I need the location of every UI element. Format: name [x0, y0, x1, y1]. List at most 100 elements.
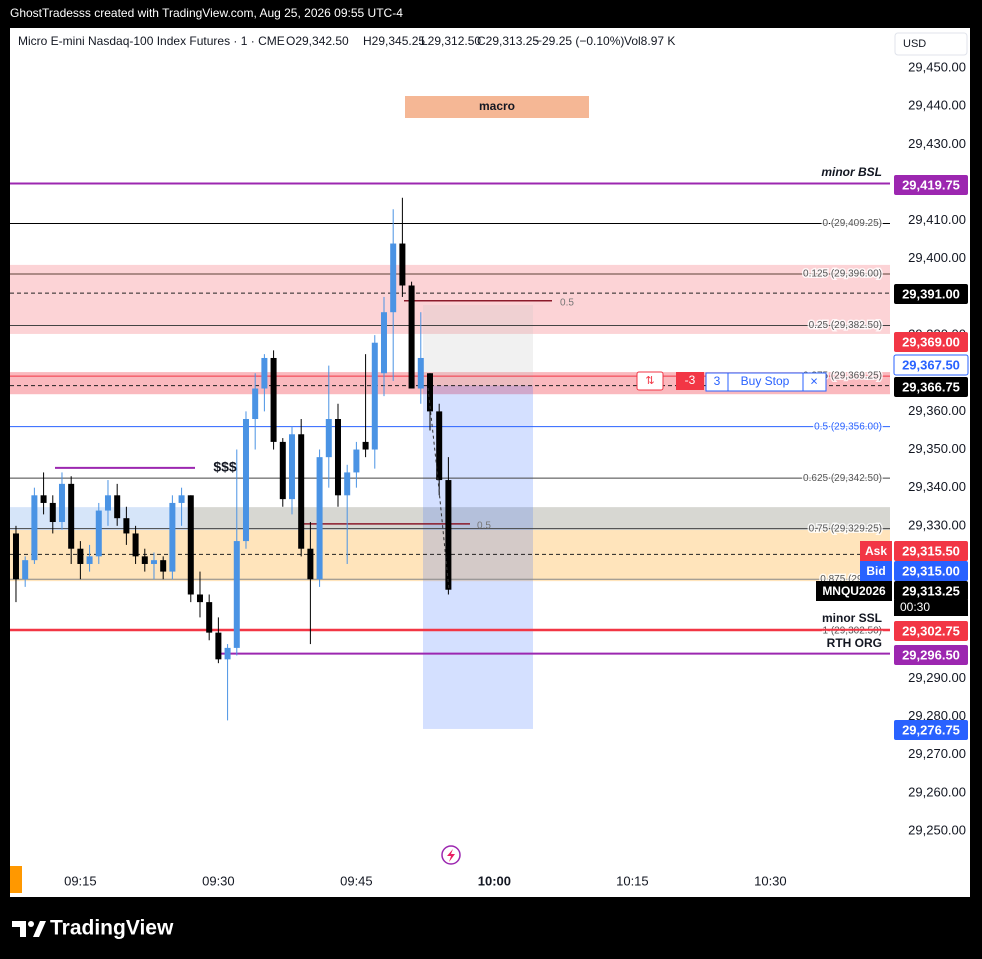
- price-tag: [894, 284, 968, 304]
- eq-label: 0.5: [560, 297, 574, 308]
- macro-box: [405, 96, 589, 118]
- candle-body: [49, 502, 56, 523]
- price-tag: [894, 645, 968, 665]
- price-tag: [894, 377, 968, 397]
- legend-item: C29,313.25: [477, 34, 539, 48]
- brand: TradingView: [50, 917, 174, 940]
- candle-body: [224, 647, 231, 660]
- price-tag-prefix-box: [860, 541, 892, 561]
- zone: [10, 264, 890, 334]
- fib-label: 0.25 (29,382.50): [809, 320, 882, 331]
- candle-body: [408, 285, 415, 389]
- zone: [423, 304, 533, 386]
- zone: [10, 372, 890, 395]
- order-box: [705, 372, 827, 392]
- legend-item: L29,312.50: [421, 34, 481, 48]
- logo-slash: [33, 921, 46, 937]
- fib-label: 0.625 (29,342.50): [803, 473, 882, 484]
- order-pnl: -3: [685, 373, 696, 387]
- price-tag-label: 29,315.50: [902, 543, 960, 558]
- level-label: minor SSL: [822, 611, 882, 625]
- logo: TradingView: [12, 917, 174, 940]
- candle-body: [270, 357, 277, 442]
- candle-body: [362, 441, 369, 450]
- fib-label: 0 (29,409.25): [823, 218, 883, 229]
- zone: [190, 507, 890, 531]
- fib-label: 0.125 (29,396.00): [803, 269, 882, 280]
- candle-body: [261, 357, 268, 389]
- candle-body: [436, 411, 443, 481]
- candle-body: [40, 495, 47, 503]
- candle-body: [141, 556, 148, 564]
- corner-marker: [10, 866, 22, 893]
- price-tag: [893, 354, 969, 376]
- price-tag-prefix: MNQU2026: [822, 584, 886, 598]
- chart-title: Micro E-mini Nasdaq-100 Index Futures · …: [18, 34, 285, 48]
- candle-body: [390, 243, 397, 313]
- chart-area: [10, 28, 970, 897]
- price-tag-label: 29,276.75: [902, 722, 960, 737]
- order-close[interactable]: ×: [810, 373, 818, 388]
- candle-body: [22, 560, 29, 580]
- y-tick-label: 29,430.00: [908, 136, 966, 151]
- alert-icon: [441, 845, 461, 865]
- price-tag: [894, 332, 968, 352]
- y-tick-label: 29,330.00: [908, 517, 966, 532]
- fib-label: 0.75 (29,329.25): [809, 523, 882, 534]
- candle-body: [196, 594, 203, 603]
- candle-body: [68, 483, 75, 549]
- candle-body: [123, 518, 130, 534]
- timer: 00:30: [900, 600, 930, 614]
- candle-body: [307, 548, 314, 580]
- candle-body: [132, 533, 139, 557]
- candle-body: [279, 441, 286, 500]
- price-tag-label: 29,313.25: [902, 583, 960, 598]
- price-axis: [890, 28, 970, 897]
- price-tag-label: 29,315.00: [902, 563, 960, 578]
- y-tick-label: 29,350.00: [908, 441, 966, 456]
- candle-body: [31, 495, 38, 561]
- plot: Micro E-mini Nasdaq-100 Index Futures · …: [10, 28, 970, 897]
- currency-box: [894, 32, 968, 56]
- candle-body: [288, 434, 295, 500]
- x-tick-label: 10:30: [754, 873, 787, 888]
- candle-body: [380, 312, 387, 374]
- macro-label: macro: [479, 99, 515, 113]
- candle-body: [417, 357, 424, 389]
- y-tick-label: 29,450.00: [908, 59, 966, 74]
- price-tag-label: 29,391.00: [902, 286, 960, 301]
- order-pnl-box: [676, 372, 704, 390]
- candle-body: [95, 510, 102, 557]
- y-tick-label: 29,290.00: [908, 670, 966, 685]
- candle-body: [58, 483, 65, 523]
- price-tag-label: 29,302.75: [902, 623, 960, 638]
- y-tick-label: 29,250.00: [908, 822, 966, 837]
- candle-body: [104, 495, 111, 511]
- level-label: minor BSL: [821, 165, 882, 179]
- y-tick-label: 29,260.00: [908, 784, 966, 799]
- header: GhostTradesss created with TradingView.c…: [10, 6, 403, 20]
- candle-body: [353, 449, 360, 473]
- candle-body: [445, 480, 452, 590]
- price-tag-label: 29,367.50: [902, 357, 960, 372]
- x-tick-label: 09:30: [202, 873, 235, 888]
- y-tick-label: 29,360.00: [908, 403, 966, 418]
- candle-body: [178, 495, 185, 503]
- order-icon-box: [636, 371, 664, 391]
- candle-body: [150, 560, 157, 564]
- candle-body: [160, 560, 167, 572]
- candle-body: [426, 373, 433, 412]
- candle-body: [298, 434, 305, 549]
- candle-body: [187, 495, 194, 595]
- price-tag: [894, 541, 968, 561]
- price-tag-prefix-box: [860, 561, 892, 581]
- candle-body: [325, 419, 332, 458]
- eq-label: 0.5: [477, 521, 491, 532]
- x-tick-label: 09:15: [64, 873, 97, 888]
- fib-label: 1 (29,302.50): [823, 625, 883, 636]
- y-tick-label: 29,340.00: [908, 479, 966, 494]
- x-tick-label: 09:45: [340, 873, 373, 888]
- candle-body: [252, 388, 259, 420]
- fib-label: 0.5 (29,356.00): [814, 421, 882, 432]
- candle-body: [206, 602, 213, 633]
